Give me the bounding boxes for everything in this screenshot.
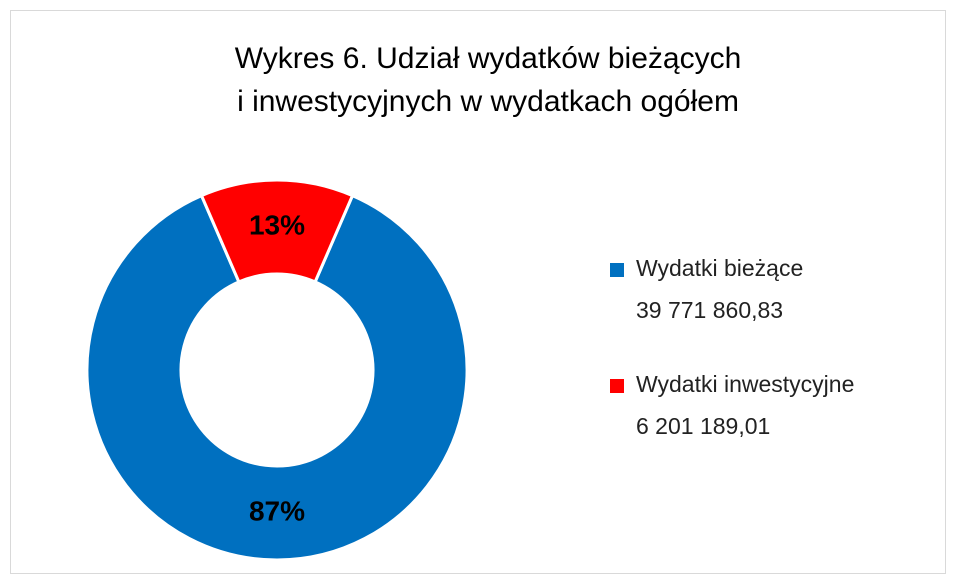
legend-label: Wydatki inwestycyjne	[636, 371, 854, 397]
legend-swatch	[610, 263, 624, 277]
chart-title: i inwestycyjnych w wydatkach ogółem	[237, 85, 739, 118]
legend-amount: 6 201 189,01	[636, 413, 770, 439]
legend-swatch	[610, 379, 624, 393]
donut-slice	[199, 178, 355, 284]
data-label: 87%	[249, 495, 305, 526]
legend-amount: 39 771 860,83	[636, 297, 783, 323]
legend-label: Wydatki bieżące	[636, 255, 803, 281]
data-label: 13%	[249, 209, 305, 240]
chart-title: Wykres 6. Udział wydatków bieżących	[235, 42, 742, 75]
donut-slice	[85, 193, 469, 562]
